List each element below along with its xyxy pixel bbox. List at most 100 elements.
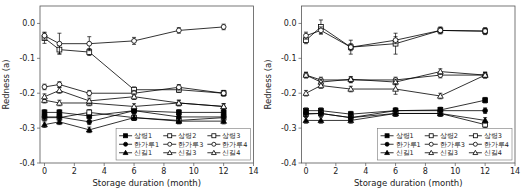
legend-item: 상령1: [119, 132, 152, 140]
legend-item: 신길3: [163, 149, 196, 157]
legend-label: 신길3: [178, 149, 196, 157]
error-bar: [438, 27, 442, 34]
x-tick-label: 6: [393, 167, 398, 176]
x-tick: [223, 163, 224, 166]
legend: 상령1상령2상령3한가루1한가루3한가루4신길1신길3신길4: [116, 129, 250, 161]
error-bar-cap: [349, 40, 353, 41]
error-bar: [177, 28, 181, 34]
x-tick: [395, 163, 396, 166]
legend-label: 상령3: [222, 132, 240, 140]
series-line: [44, 27, 223, 44]
point: [348, 45, 353, 50]
y-tick: [37, 128, 40, 129]
point: [482, 72, 488, 77]
legend-marker: [385, 142, 389, 146]
x-tick-label: 12: [219, 167, 229, 176]
error-bar: [222, 90, 226, 96]
error-bar: [349, 44, 353, 51]
legend-box: [116, 129, 250, 161]
error-bar-cap: [304, 39, 308, 40]
plot-frame: [302, 6, 516, 163]
error-bar: [222, 24, 226, 30]
point: [176, 110, 181, 115]
y-tick: [299, 128, 302, 129]
point: [131, 104, 137, 109]
legend-marker: [385, 134, 389, 138]
error-bar: [132, 115, 136, 121]
error-bar: [349, 118, 353, 124]
x-tick-label: 4: [102, 167, 107, 176]
error-bar: [132, 104, 136, 110]
point: [87, 110, 92, 115]
point: [483, 73, 488, 78]
error-bar: [394, 79, 398, 85]
error-bar: [304, 72, 308, 78]
error-bar: [42, 32, 46, 39]
series-line: [44, 90, 223, 106]
error-bar-cap: [42, 32, 46, 33]
legend-item: 한가루1: [119, 141, 159, 149]
legend-item: 신길1: [119, 149, 152, 157]
error-bar: [304, 32, 308, 39]
error-bar: [304, 111, 308, 117]
point: [438, 28, 443, 33]
error-bar: [132, 94, 136, 100]
y-tick: [299, 58, 302, 59]
legend-marker: [212, 134, 216, 138]
error-bar: [87, 90, 91, 96]
x-tick: [335, 163, 336, 166]
legend-label: 한가루1: [396, 141, 421, 149]
point: [393, 38, 398, 43]
error-bar-cap: [438, 26, 442, 27]
x-tick-label: 8: [423, 167, 428, 176]
point: [86, 127, 92, 132]
series: [42, 33, 226, 96]
error-bar: [42, 94, 46, 100]
legend-label: 상령1: [134, 132, 152, 140]
error-bar-cap: [319, 33, 323, 34]
point: [348, 86, 354, 91]
point: [42, 115, 47, 120]
error-bar-cap: [349, 54, 353, 55]
x-tick: [455, 163, 456, 166]
legend-marker: [212, 142, 216, 146]
y-tick: [299, 93, 302, 94]
point: [348, 76, 354, 81]
point: [221, 110, 226, 115]
error-bar-cap: [87, 36, 91, 37]
point: [42, 122, 48, 127]
series: [304, 111, 488, 128]
legend-item: 한가루4: [207, 141, 247, 149]
y-tick-label: -0.3: [281, 124, 297, 133]
x-axis-label: Storage duration (month): [354, 178, 463, 188]
y-axis-label: Redness (a): [263, 59, 273, 109]
error-bar: [319, 118, 323, 124]
x-tick-label: 10: [450, 167, 460, 176]
plot-frame: [40, 6, 254, 163]
error-bar: [319, 111, 323, 117]
legend-label: 한가루4: [484, 141, 509, 149]
error-bar-cap: [319, 33, 323, 34]
error-bar-cap: [394, 43, 398, 44]
x-tick: [253, 163, 254, 166]
point: [176, 85, 181, 90]
x-tick-label: 12: [480, 167, 490, 176]
legend-marker: [473, 150, 478, 154]
error-bar: [349, 76, 353, 82]
legend-item: 한가루1: [381, 141, 421, 149]
error-bar: [483, 28, 487, 35]
series-line: [306, 27, 485, 47]
point: [318, 83, 324, 88]
x-tick-label: 0: [303, 167, 308, 176]
point: [57, 41, 62, 46]
point: [483, 108, 488, 113]
series: [304, 20, 488, 54]
legend-marker: [123, 150, 128, 154]
legend-marker: [168, 142, 172, 146]
legend-marker: [385, 150, 390, 154]
error-bar: [42, 33, 46, 43]
y-tick: [37, 93, 40, 94]
point: [303, 72, 309, 77]
point: [319, 111, 324, 116]
error-bar: [177, 118, 181, 124]
